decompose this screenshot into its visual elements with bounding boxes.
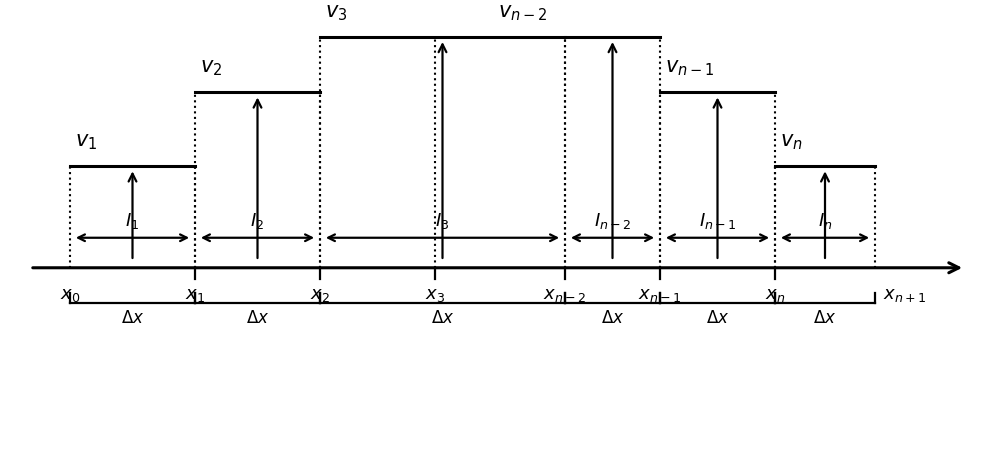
Text: $v_3$: $v_3$	[325, 3, 347, 23]
Text: $\Delta x$: $\Delta x$	[121, 310, 144, 327]
Text: $I_3$: $I_3$	[435, 211, 450, 231]
Text: $x_0$: $x_0$	[60, 286, 80, 304]
Text: $\Delta x$: $\Delta x$	[601, 310, 624, 327]
Text: $v_2$: $v_2$	[200, 58, 222, 78]
Text: $\Delta x$: $\Delta x$	[813, 310, 837, 327]
Text: $x_2$: $x_2$	[310, 286, 330, 304]
Text: $I_1$: $I_1$	[125, 211, 140, 231]
Text: $x_{n-2}$: $x_{n-2}$	[543, 286, 587, 304]
Text: $\Delta x$: $\Delta x$	[431, 310, 454, 327]
Text: $x_{n-1}$: $x_{n-1}$	[638, 286, 682, 304]
Text: $I_{n-1}$: $I_{n-1}$	[699, 211, 736, 231]
Text: $\Delta x$: $\Delta x$	[706, 310, 729, 327]
Text: $I_n$: $I_n$	[818, 211, 832, 231]
Text: $x_3$: $x_3$	[425, 286, 445, 304]
Text: $v_{n-2}$: $v_{n-2}$	[498, 3, 547, 23]
Text: $v_1$: $v_1$	[75, 132, 97, 152]
Text: $v_n$: $v_n$	[780, 132, 803, 152]
Text: $I_2$: $I_2$	[250, 211, 265, 231]
Text: $x_n$: $x_n$	[765, 286, 785, 304]
Text: $x_1$: $x_1$	[185, 286, 205, 304]
Text: $\Delta x$: $\Delta x$	[246, 310, 269, 327]
Text: $I_{n-2}$: $I_{n-2}$	[594, 211, 631, 231]
Text: $x_{n+1}$: $x_{n+1}$	[883, 286, 927, 304]
Text: $v_{n-1}$: $v_{n-1}$	[665, 58, 714, 78]
